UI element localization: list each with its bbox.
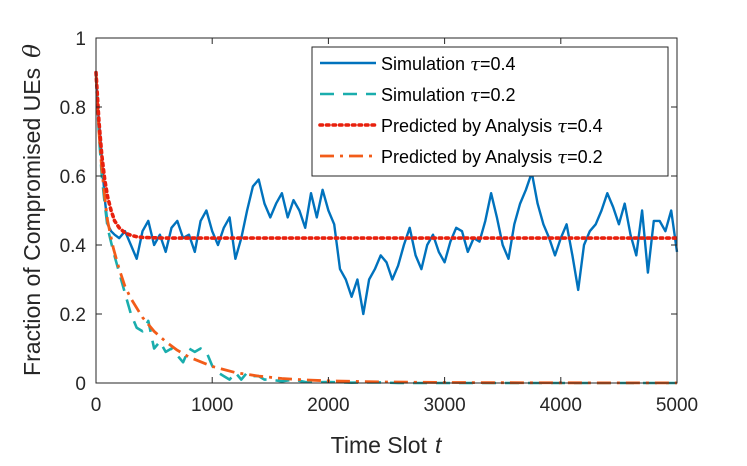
x-tick-label: 5000 <box>656 395 698 416</box>
legend-entry-label: Simulation <box>381 54 470 74</box>
legend-entry-2: Simulation τ=0.2 <box>381 85 516 106</box>
axes-layer <box>95 37 678 384</box>
y-tick-label: 0 <box>75 374 86 395</box>
legend-entry-value: =0.4 <box>567 116 603 136</box>
legend-entry-var: τ <box>470 54 481 75</box>
y-tick-label: 0.6 <box>60 167 86 188</box>
legend-entry-value: =0.2 <box>480 85 516 105</box>
x-axis-label-var: t <box>435 432 443 458</box>
legend-entry-var: τ <box>557 116 568 137</box>
legend-box <box>311 46 669 177</box>
x-tick-label: 2000 <box>307 395 349 416</box>
x-tick-label: 0 <box>91 395 102 416</box>
legend-entry-label: Predicted by Analysis <box>381 116 557 136</box>
x-axis-label-text: Time Slot <box>331 432 428 458</box>
legend-entry-1: Simulation τ=0.4 <box>381 54 516 75</box>
y-axis-label-text: Fraction of Compromised UEs <box>19 68 45 376</box>
ticks-layer: 0 1000 2000 3000 4000 5000 0 0.2 0.4 0.6 0.8 1 <box>60 29 699 416</box>
legend-entry-var: τ <box>470 85 481 106</box>
axes-box <box>95 37 678 384</box>
legend-entry-label: Simulation <box>381 85 470 105</box>
x-tick-label: 1000 <box>191 395 233 416</box>
legend-entry-3: Predicted by Analysis τ=0.4 <box>381 116 603 137</box>
series-line-4 <box>94 72 677 385</box>
y-axis-label: Fraction of Compromised UEs θ <box>19 44 46 376</box>
y-tick-label: 0.8 <box>60 98 86 119</box>
legend-entry-value: =0.2 <box>567 147 603 167</box>
legend-entry-label: Predicted by Analysis <box>381 147 557 167</box>
y-axis-label-var: θ <box>20 44 46 58</box>
series-line-3 <box>94 70 679 240</box>
y-tick-label: 0.2 <box>60 305 86 326</box>
legend-entry-var: τ <box>557 147 568 168</box>
x-axis-label: Time Slot t <box>331 432 443 458</box>
x-tick-label: 3000 <box>423 395 465 416</box>
legend-entry-4: Predicted by Analysis τ=0.2 <box>381 147 603 168</box>
y-tick-label: 0.4 <box>60 236 87 257</box>
legend-entry-value: =0.4 <box>480 54 516 74</box>
y-tick-label: 1 <box>75 29 86 50</box>
x-tick-label: 4000 <box>540 395 582 416</box>
series-line-1 <box>94 72 679 316</box>
